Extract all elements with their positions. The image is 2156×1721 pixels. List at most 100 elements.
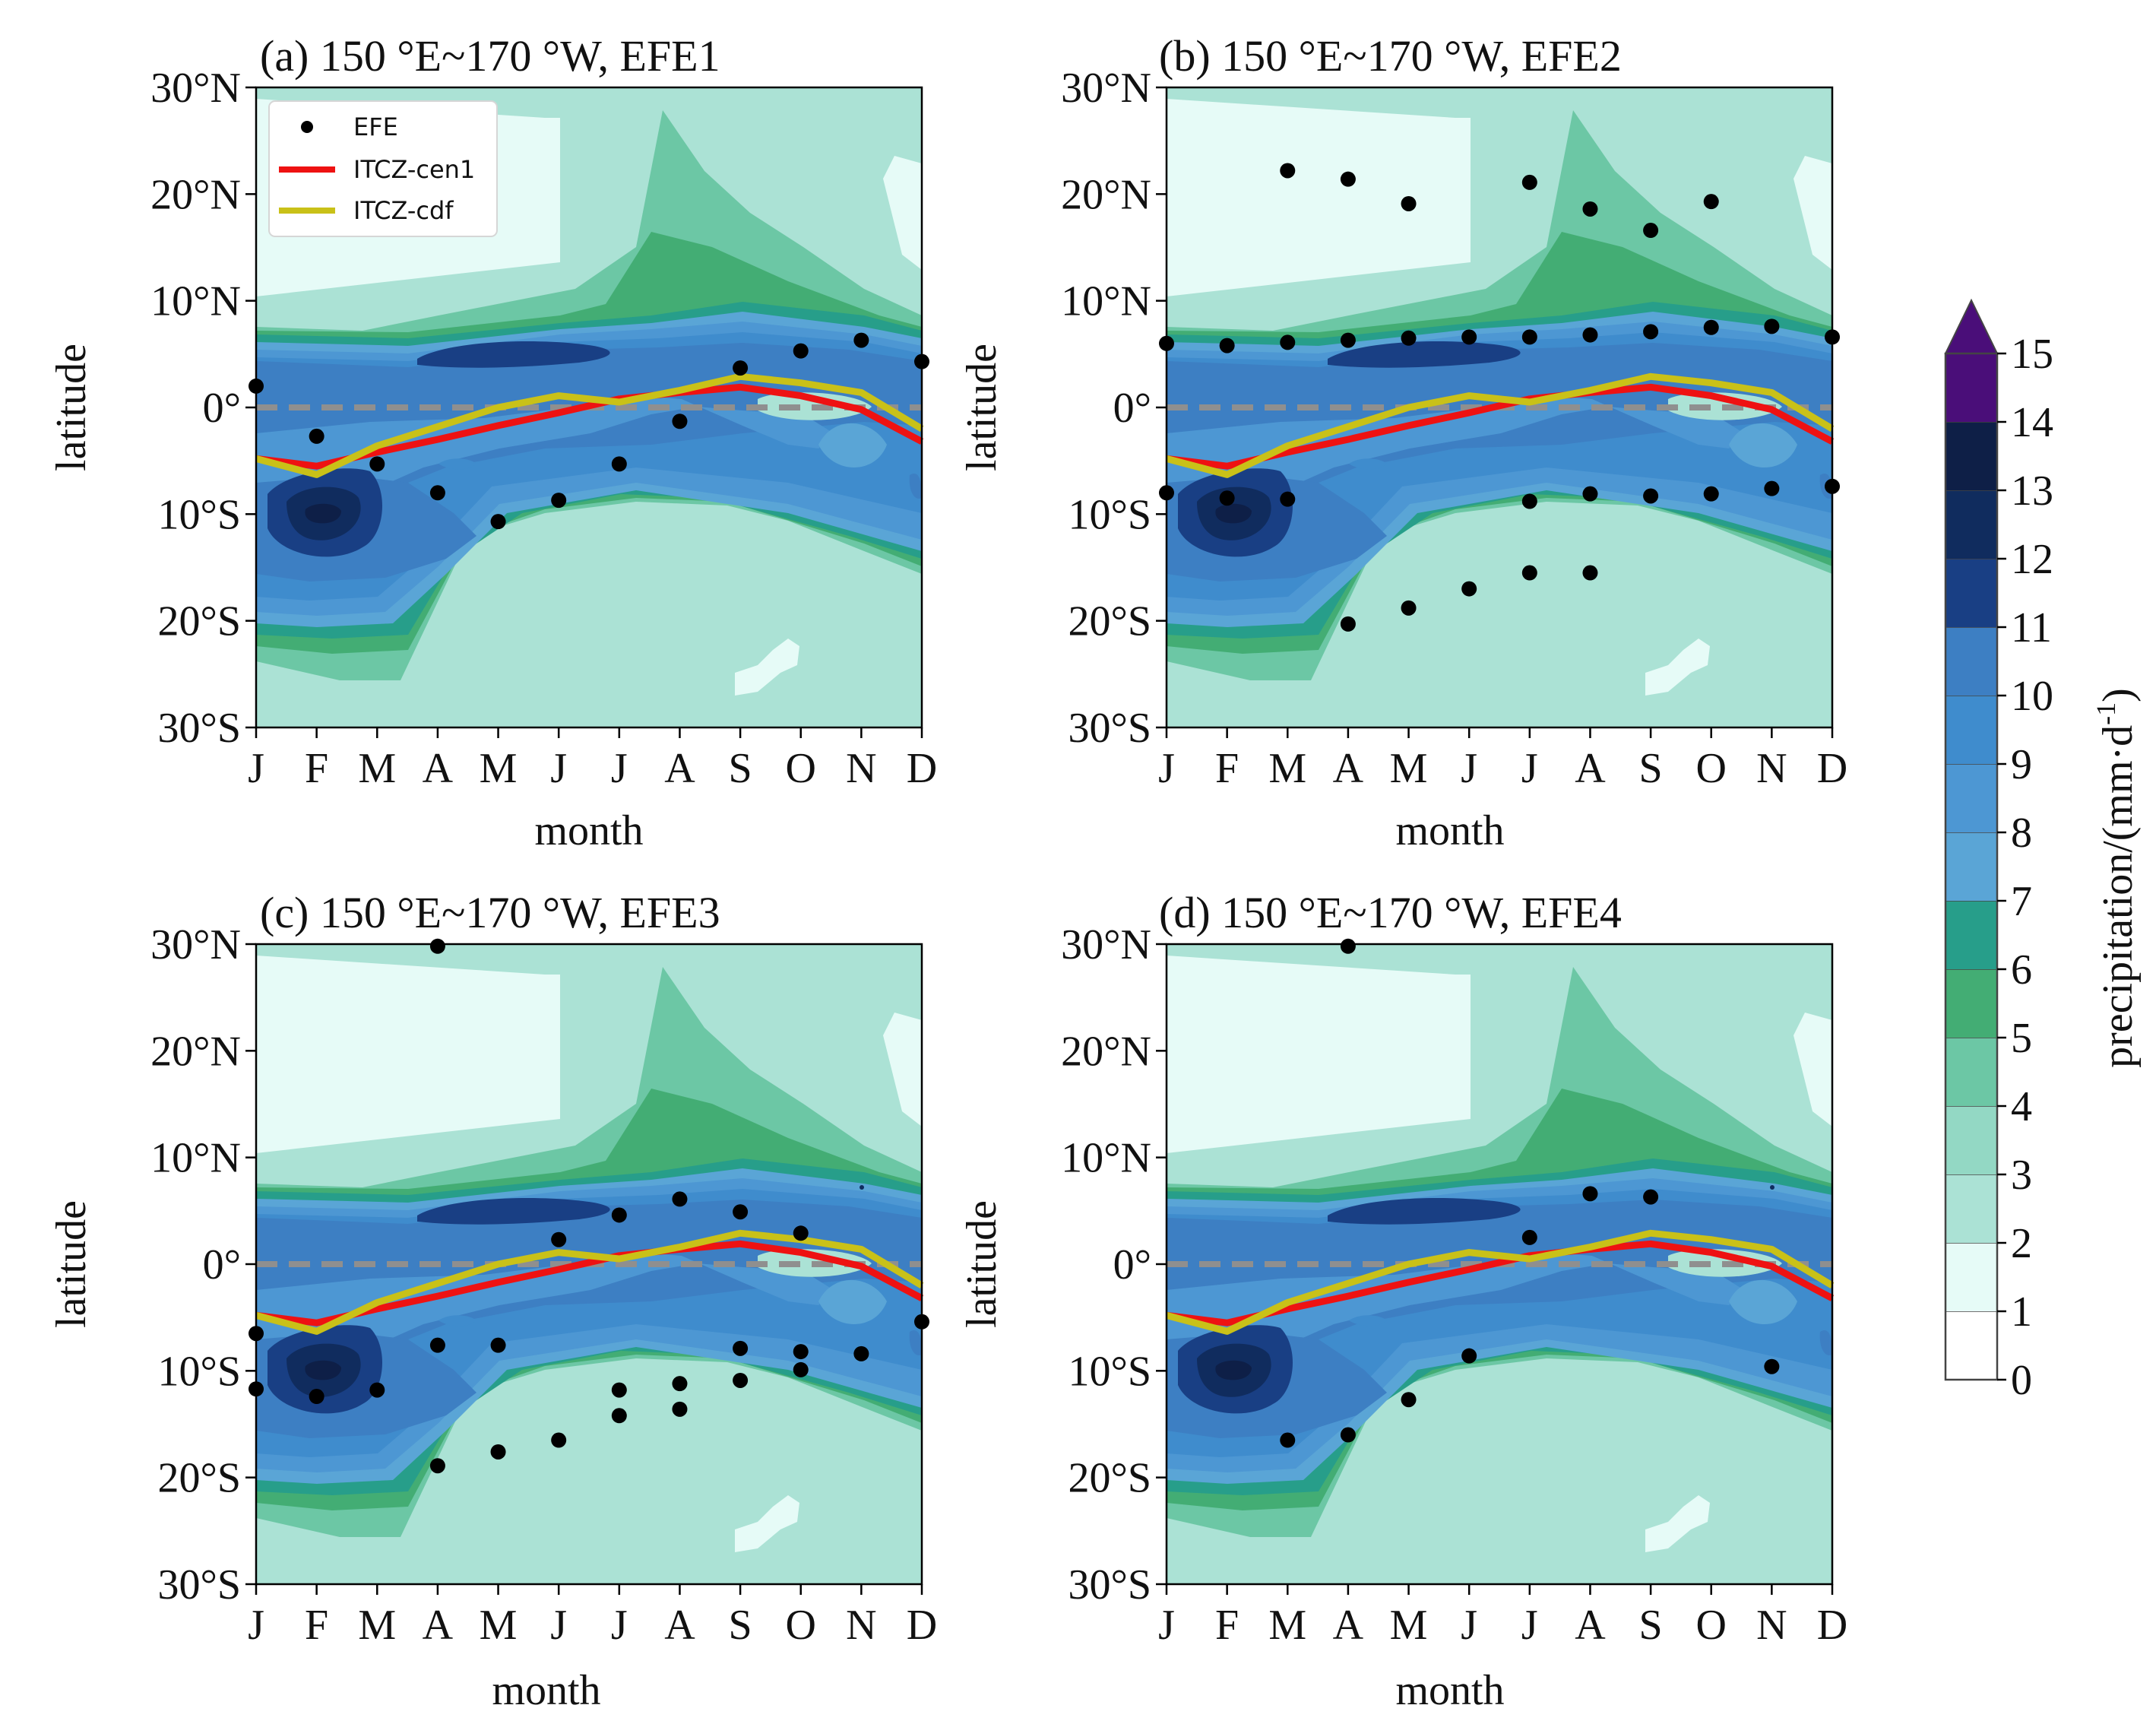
colorbar-cell (1945, 764, 1997, 832)
x-axis-label: month (1395, 1667, 1504, 1714)
efe-point (369, 1382, 385, 1398)
y-tick-label: 30°S (1068, 705, 1151, 752)
colorbar-extend-arrow (1944, 298, 1999, 354)
itcz-cdf-line (255, 1229, 924, 1335)
efe-point (1521, 1229, 1537, 1245)
x-tick-label: F (305, 1602, 328, 1649)
colorbar-cell (1945, 353, 1997, 422)
efe-point (1703, 319, 1719, 335)
x-tick-label: J (1461, 745, 1477, 792)
x-tick-label: J (611, 745, 628, 792)
x-tick-label: J (1158, 1602, 1175, 1649)
x-tick-label: D (907, 1602, 937, 1649)
x-tick-label: J (248, 745, 264, 792)
colorbar-cell (1945, 696, 1997, 764)
efe-point (309, 428, 325, 444)
x-tick-label: N (1756, 1602, 1787, 1649)
efe-point (1521, 493, 1537, 509)
x-tick-label: A (664, 1602, 695, 1649)
efe-point (490, 514, 506, 530)
efe-point (309, 1389, 325, 1405)
itcz-cdf-line (1165, 1229, 1835, 1335)
x-tick-label: N (846, 745, 876, 792)
efe-point (853, 332, 869, 348)
y-tick-label: 0° (203, 385, 241, 432)
x-tick-label: M (358, 745, 396, 792)
y-axis-label: latitude (958, 344, 1005, 471)
colorbar-cell (1945, 627, 1997, 696)
colorbar-tick-label: 12 (2011, 536, 2053, 583)
colorbar-tick-label: 3 (2011, 1152, 2032, 1199)
efe-point (1582, 327, 1598, 343)
x-tick-label: J (1521, 745, 1538, 792)
x-tick-label: F (305, 745, 328, 792)
y-tick-label: 20°N (1061, 1028, 1151, 1075)
x-axis-label: month (1395, 807, 1504, 854)
efe-point (1401, 330, 1417, 346)
efe-point (1401, 195, 1417, 211)
y-tick-label: 10°S (157, 491, 241, 538)
efe-point (793, 1361, 809, 1377)
x-tick-label: J (1521, 1602, 1538, 1649)
y-axis-label: latitude (48, 1200, 95, 1328)
panel-b: (b) 150 °E~170 °W, EFE2 J F M A M J J A S O N D30°S… (958, 31, 1847, 854)
efe-point (1280, 1432, 1296, 1448)
efe-point (1643, 324, 1659, 340)
y-tick-label: 0° (1113, 1241, 1151, 1288)
x-tick-label: D (907, 745, 937, 792)
x-tick-label: S (729, 1602, 752, 1649)
efe-point (1461, 1348, 1477, 1364)
y-tick-label: 30°N (150, 65, 241, 112)
efe-point (1280, 491, 1296, 507)
efe-point (1340, 938, 1356, 954)
efe-point (1764, 319, 1780, 334)
x-tick-label: A (1575, 745, 1606, 792)
colorbar-cell (1945, 490, 1997, 559)
colorbar-cell (1945, 901, 1997, 969)
colorbar-tick-label: 10 (2011, 673, 2053, 720)
efe-point (793, 343, 809, 359)
efe-point (1521, 174, 1537, 190)
x-tick-label: M (1268, 745, 1306, 792)
efe-point (369, 456, 385, 472)
y-tick-label: 30°S (157, 1561, 241, 1608)
efe-point (1401, 600, 1417, 616)
x-tick-label: M (480, 745, 518, 792)
colorbar-tick-label: 15 (2011, 331, 2053, 378)
efe-point (1703, 486, 1719, 502)
efe-point (1280, 163, 1296, 179)
colorbar-tick-label: 0 (2011, 1357, 2032, 1404)
y-tick-label: 10°S (1068, 1348, 1151, 1395)
efe-point (672, 1376, 688, 1392)
y-tick-label: 10°N (1061, 1135, 1151, 1182)
panel-a: (a) 150 °E~170 °W, EFE1 J F M A M J J A S O N D30°S… (48, 31, 937, 854)
colorbar-frame (1944, 352, 1999, 1381)
y-tick-label: 30°N (1061, 921, 1151, 968)
efe-point (490, 1444, 506, 1460)
y-tick-label: 30°N (150, 921, 241, 968)
itcz-cen1-line (1166, 383, 1835, 470)
efe-point (611, 456, 627, 472)
legend-efe-marker (301, 121, 313, 133)
efe-point (733, 360, 749, 376)
efe-point (1582, 486, 1598, 502)
efe-point (611, 1382, 627, 1398)
x-tick-label: M (480, 1602, 518, 1649)
x-tick-label: D (1817, 745, 1847, 792)
colorbar-cell (1945, 1106, 1997, 1174)
x-tick-label: A (423, 1602, 454, 1649)
efe-point (1219, 490, 1235, 506)
colorbar-tick-label: 11 (2011, 604, 2052, 651)
efe-point (429, 938, 445, 954)
itcz-cen1-line (255, 1240, 924, 1326)
efe-point (429, 1458, 445, 1474)
efe-point (672, 1401, 688, 1417)
x-tick-label: J (1461, 1602, 1477, 1649)
efe-point (611, 1408, 627, 1424)
legend-label-itcz-cdf: ITCZ-cdf (353, 196, 454, 225)
x-tick-label: N (1756, 745, 1787, 792)
y-tick-label: 20°N (150, 171, 241, 218)
efe-point (1340, 1427, 1356, 1443)
x-tick-label: S (1639, 745, 1663, 792)
